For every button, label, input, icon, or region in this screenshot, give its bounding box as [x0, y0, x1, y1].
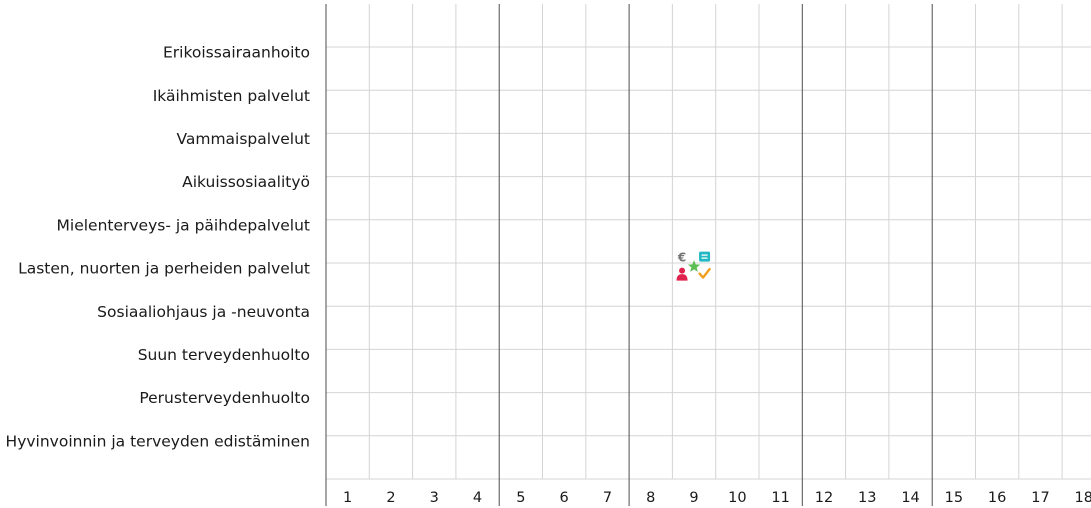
grid-layer	[326, 4, 1091, 480]
column-label: 7	[603, 490, 612, 506]
row-label: Hyvinvoinnin ja terveyden edistäminen	[6, 432, 310, 450]
column-label: 10	[728, 490, 746, 506]
column-label: 3	[430, 490, 439, 506]
column-label: 1	[343, 490, 352, 506]
column-label: 15	[945, 490, 963, 506]
row-label: Sosiaaliohjaus ja -neuvonta	[97, 303, 310, 321]
column-label: 16	[988, 490, 1006, 506]
column-label: 8	[646, 490, 655, 506]
column-label: 18	[1075, 490, 1091, 506]
row-label: Aikuissosiaalityö	[182, 173, 310, 191]
row-label: Perusterveydenhuolto	[139, 389, 310, 407]
group-divider-layer	[325, 4, 933, 506]
service-marker-cluster: €	[676, 251, 711, 281]
column-label: 9	[689, 490, 698, 506]
row-label: Ikäihmisten palvelut	[153, 87, 310, 105]
row-label: Lasten, nuorten ja perheiden palvelut	[18, 260, 310, 278]
row-label: Erikoissairaanhoito	[163, 44, 310, 62]
person-icon	[676, 267, 688, 281]
euro-icon: €	[677, 251, 686, 265]
column-label: 5	[516, 490, 525, 506]
column-label: 17	[1031, 490, 1049, 506]
column-label: 2	[386, 490, 395, 506]
column-label-layer: 1 2 3 4 5 6 7 8 9 10 11 12 13 14 15 16 17 18	[343, 490, 1091, 506]
column-label: 14	[901, 490, 919, 506]
star-icon	[687, 260, 701, 272]
chat-icon	[699, 251, 711, 262]
row-label: Mielenterveys- ja päihdepalvelut	[57, 216, 310, 234]
marker-layer: €	[676, 251, 711, 281]
check-icon	[698, 267, 711, 279]
column-label: 6	[560, 490, 569, 506]
column-label: 13	[858, 490, 876, 506]
row-label: Suun terveydenhuolto	[138, 346, 310, 364]
column-label: 4	[473, 490, 482, 506]
column-label: 11	[771, 490, 789, 506]
row-label-layer: Erikoissairaanhoito Ikäihmisten palvelut V…	[6, 44, 310, 451]
row-label: Vammaispalvelut	[176, 130, 310, 148]
column-label: 12	[815, 490, 833, 506]
